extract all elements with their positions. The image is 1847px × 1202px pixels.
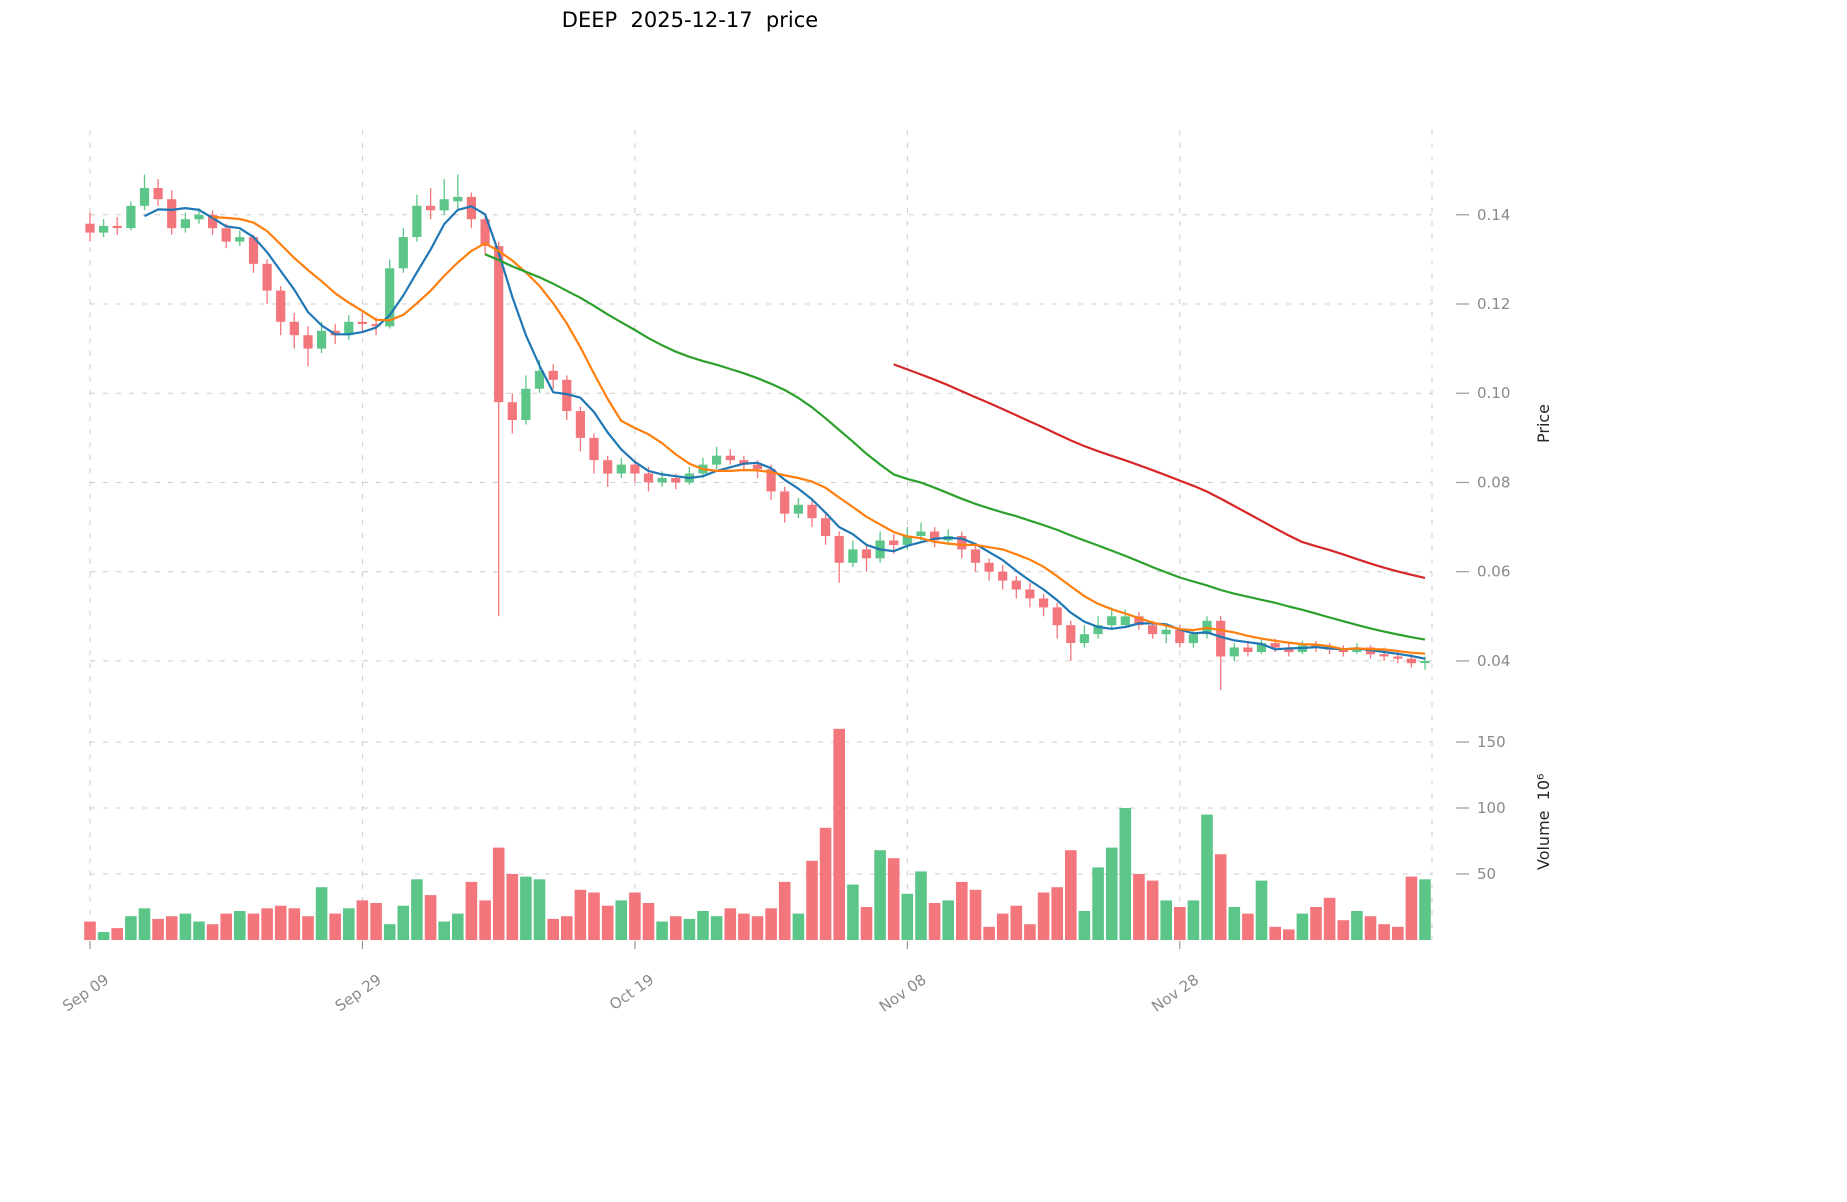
svg-text:Sep 29: Sep 29: [332, 971, 385, 1016]
moving-averages-layer: [144, 205, 1426, 660]
svg-text:Nov 08: Nov 08: [876, 971, 930, 1016]
svg-text:150: 150: [1477, 733, 1506, 751]
chart-title: DEEP 2025-12-17 price: [561, 8, 819, 32]
svg-text:0.12: 0.12: [1477, 295, 1510, 313]
svg-text:0.10: 0.10: [1477, 384, 1510, 402]
svg-text:0.04: 0.04: [1477, 652, 1510, 670]
svg-text:Sep 09: Sep 09: [59, 971, 112, 1016]
price-axis-label: Price: [1534, 403, 1553, 443]
svg-text:0.08: 0.08: [1477, 473, 1510, 491]
volume-bars-layer: [84, 728, 1431, 940]
ma-30-line: [484, 253, 1426, 641]
ma-5-line: [144, 205, 1426, 660]
svg-text:0.14: 0.14: [1477, 206, 1510, 224]
volume-axis-label: Volume 10⁶: [1534, 773, 1553, 870]
svg-text:50: 50: [1477, 865, 1496, 883]
svg-text:Oct 19: Oct 19: [606, 971, 657, 1014]
grid-layer: [89, 130, 1433, 940]
ma-10-line: [212, 215, 1426, 655]
svg-text:Nov 28: Nov 28: [1148, 971, 1202, 1016]
ma-60-line: [893, 363, 1426, 579]
svg-text:0.06: 0.06: [1477, 563, 1510, 581]
svg-text:100: 100: [1477, 799, 1506, 817]
